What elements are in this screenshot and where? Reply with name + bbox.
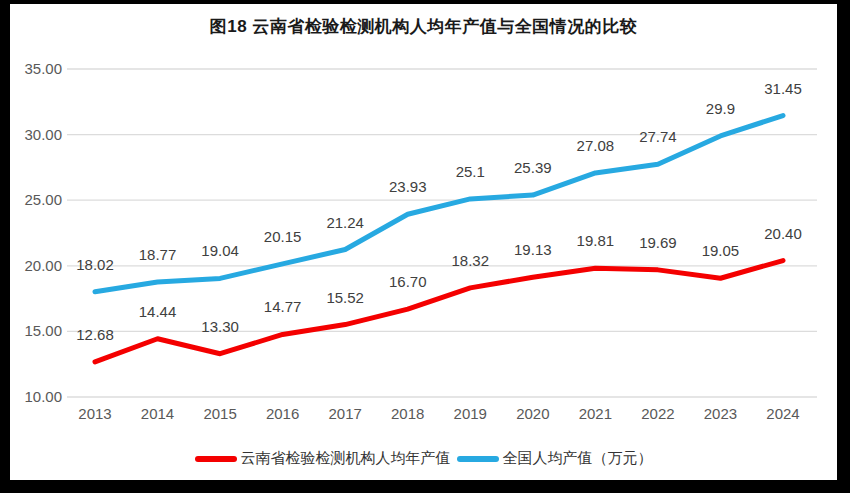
x-tick-label: 2018 bbox=[391, 405, 424, 422]
data-label-series-1: 21.24 bbox=[326, 214, 364, 231]
x-tick-label: 2021 bbox=[579, 405, 612, 422]
y-tick-label: 30.00 bbox=[24, 126, 62, 143]
x-tick-label: 2020 bbox=[516, 405, 549, 422]
screenshot-frame: 图18 云南省检验检测机构人均年产值与全国情况的比较 10.0015.0020.… bbox=[0, 0, 850, 493]
x-tick-label: 2014 bbox=[141, 405, 174, 422]
data-label-series-1: 19.04 bbox=[201, 242, 239, 259]
data-label-series-0: 14.77 bbox=[264, 298, 302, 315]
y-tick-label: 10.00 bbox=[24, 388, 62, 405]
data-label-series-0: 14.44 bbox=[139, 303, 177, 320]
data-label-series-1: 31.45 bbox=[764, 80, 802, 97]
y-tick-label: 35.00 bbox=[24, 60, 62, 77]
x-tick-label: 2016 bbox=[266, 405, 299, 422]
legend-label-national: 全国人均产值（万元） bbox=[503, 449, 653, 468]
data-label-series-1: 27.08 bbox=[577, 137, 615, 154]
legend-swatch-yunnan bbox=[195, 456, 237, 462]
data-label-series-0: 16.70 bbox=[389, 273, 427, 290]
data-label-series-0: 19.81 bbox=[577, 232, 615, 249]
data-label-series-0: 13.30 bbox=[201, 318, 239, 335]
data-label-series-1: 18.02 bbox=[76, 256, 114, 273]
data-label-series-1: 18.77 bbox=[139, 246, 177, 263]
y-tick-label: 20.00 bbox=[24, 257, 62, 274]
data-label-series-0: 19.05 bbox=[702, 242, 740, 259]
x-tick-label: 2024 bbox=[766, 405, 799, 422]
data-label-series-0: 12.68 bbox=[76, 326, 114, 343]
legend-label-yunnan: 云南省检验检测机构人均年产值 bbox=[241, 449, 451, 468]
y-tick-label: 15.00 bbox=[24, 322, 62, 339]
x-tick-label: 2022 bbox=[641, 405, 674, 422]
legend-item-yunnan: 云南省检验检测机构人均年产值 bbox=[195, 449, 451, 468]
data-label-series-0: 20.40 bbox=[764, 225, 802, 242]
x-tick-label: 2017 bbox=[328, 405, 361, 422]
chart-legend: 云南省检验检测机构人均年产值 全国人均产值（万元） bbox=[10, 449, 837, 468]
data-label-series-1: 20.15 bbox=[264, 228, 302, 245]
data-label-series-0: 18.32 bbox=[451, 252, 489, 269]
x-tick-label: 2019 bbox=[454, 405, 487, 422]
legend-item-national: 全国人均产值（万元） bbox=[457, 449, 653, 468]
legend-swatch-national bbox=[457, 456, 499, 462]
y-tick-label: 25.00 bbox=[24, 191, 62, 208]
chart-panel: 图18 云南省检验检测机构人均年产值与全国情况的比较 10.0015.0020.… bbox=[10, 4, 837, 480]
line-chart: 10.00 15.00 20.00 25.00 30.00 35.00 2013 2014 20… bbox=[10, 4, 837, 480]
data-label-series-1: 23.93 bbox=[389, 178, 427, 195]
data-label-series-0: 15.52 bbox=[326, 289, 364, 306]
data-label-series-1: 25.1 bbox=[456, 163, 485, 180]
series-line-0 bbox=[95, 261, 783, 362]
x-tick-label: 2013 bbox=[78, 405, 111, 422]
data-label-series-1: 25.39 bbox=[514, 159, 552, 176]
x-tick-label: 2023 bbox=[704, 405, 737, 422]
data-label-series-1: 29.9 bbox=[706, 100, 735, 117]
x-tick-label: 2015 bbox=[203, 405, 236, 422]
data-label-series-0: 19.13 bbox=[514, 241, 552, 258]
data-label-series-0: 19.69 bbox=[639, 234, 677, 251]
data-label-series-1: 27.74 bbox=[639, 128, 677, 145]
